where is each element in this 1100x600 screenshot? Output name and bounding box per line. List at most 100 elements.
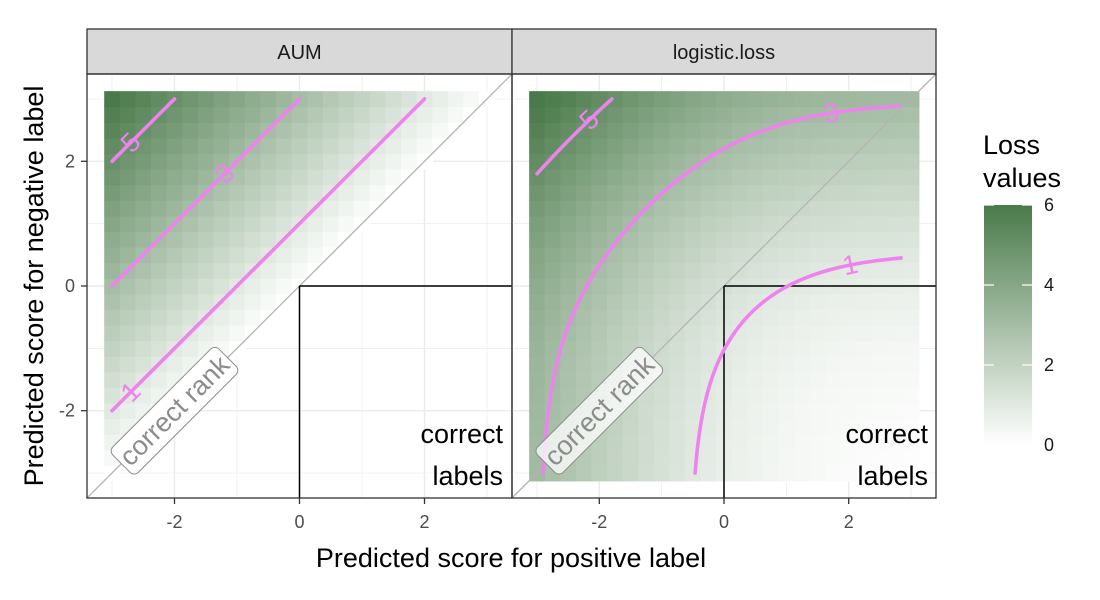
heatmap-tile — [669, 418, 686, 435]
heatmap-tile — [700, 356, 717, 373]
heatmap-tile — [903, 324, 920, 342]
heatmap-tile — [794, 465, 811, 482]
heatmap-tile — [322, 153, 340, 170]
heatmap-tile — [778, 231, 795, 248]
heatmap-tile — [638, 169, 655, 186]
heatmap-tile — [560, 184, 577, 201]
heatmap-tile — [607, 200, 624, 217]
heatmap-tile — [322, 169, 340, 186]
heatmap-tile — [369, 106, 387, 123]
heatmap-tile — [653, 418, 671, 435]
heatmap-tile — [653, 309, 671, 326]
heatmap-tile — [276, 91, 293, 108]
heatmap-tile — [432, 91, 449, 108]
heatmap-tile — [322, 231, 340, 248]
heatmap-tile — [307, 169, 324, 186]
heatmap-tile — [872, 465, 889, 482]
heatmap-tile — [244, 200, 262, 217]
heatmap-tile — [166, 356, 183, 373]
heatmap-tile — [529, 278, 546, 295]
heatmap-tile — [135, 324, 152, 342]
heatmap-tile — [307, 106, 324, 123]
heatmap-tile — [809, 402, 826, 420]
heatmap-tile — [276, 247, 293, 264]
heatmap-tile — [104, 340, 121, 357]
heatmap-tile — [575, 371, 593, 388]
legend-title-line1: Loss — [983, 130, 1040, 160]
heatmap-tile — [213, 137, 230, 155]
heatmap-tile — [401, 153, 418, 170]
heatmap-tile — [607, 434, 624, 451]
strip-label: AUM — [277, 42, 321, 64]
heatmap-tile — [778, 434, 795, 451]
heatmap-tile — [276, 122, 293, 139]
heatmap-tile — [166, 184, 183, 201]
heatmap-tile — [135, 184, 152, 201]
heatmap-tile — [903, 153, 920, 170]
heatmap-tile — [229, 262, 246, 279]
heatmap-tile — [856, 169, 873, 186]
heatmap-tile — [731, 293, 748, 310]
heatmap-tile — [887, 356, 904, 373]
heatmap-tile — [544, 91, 561, 108]
correct-labels-text-line1: correct — [845, 419, 928, 449]
heatmap-tile — [182, 278, 199, 295]
heatmap-tile — [840, 184, 858, 201]
heatmap-tile — [607, 293, 624, 310]
heatmap-tile — [229, 184, 246, 201]
heatmap-tile — [887, 122, 904, 139]
heatmap-tile — [119, 293, 137, 310]
heatmap-tile — [260, 262, 277, 279]
contour-line-1 — [110, 97, 427, 413]
heatmap-tile — [575, 356, 593, 373]
heatmap-tile — [575, 324, 593, 342]
heatmap-tile — [622, 434, 639, 451]
heatmap-tile — [809, 449, 826, 466]
heatmap-tile — [638, 91, 655, 108]
heatmap-tile — [653, 278, 671, 295]
heatmap-tile — [291, 169, 308, 186]
heatmap-tile — [794, 340, 811, 357]
heatmap-tile — [416, 137, 433, 155]
heatmap-tile — [291, 137, 308, 155]
heatmap-tile — [653, 231, 671, 248]
heatmap-tile — [856, 153, 873, 170]
heatmap-tile — [856, 122, 873, 139]
x-tick-label: -2 — [591, 512, 607, 532]
heatmap-tile — [794, 262, 811, 279]
heatmap-tile — [716, 91, 733, 108]
heatmap-tile — [762, 309, 780, 326]
heatmap-tile — [825, 231, 842, 248]
heatmap-tile — [778, 262, 795, 279]
heatmap-tile — [840, 293, 858, 310]
heatmap-tile — [338, 215, 355, 233]
heatmap-tile — [560, 91, 577, 108]
heatmap-tile — [856, 340, 873, 357]
heatmap-tile — [213, 106, 230, 123]
heatmap-tile — [166, 200, 183, 217]
heatmap-tile — [731, 402, 748, 420]
heatmap-tile — [544, 340, 561, 357]
heatmap-tile — [700, 262, 717, 279]
heatmap-tile — [747, 402, 764, 420]
heatmap-tile — [685, 231, 702, 248]
heatmap-tile — [591, 293, 608, 310]
heatmap-tile — [135, 340, 152, 357]
heatmap-tile — [778, 387, 795, 404]
heatmap-tile — [607, 106, 624, 123]
heatmap-tile — [903, 340, 920, 357]
heatmap-tile — [307, 215, 324, 233]
heatmap-tile — [166, 247, 183, 264]
heatmap-tile — [700, 169, 717, 186]
heatmap-tile — [809, 169, 826, 186]
heatmap-tile — [607, 340, 624, 357]
heatmap-tile — [762, 91, 780, 108]
heatmap-tile — [825, 293, 842, 310]
heatmap-tile — [135, 215, 152, 233]
heatmap-tile — [638, 262, 655, 279]
heatmap-tile — [182, 340, 199, 357]
heatmap-tile — [607, 465, 624, 482]
heatmap-tile — [809, 247, 826, 264]
heatmap-tile — [700, 184, 717, 201]
heatmap-tile — [887, 91, 904, 108]
